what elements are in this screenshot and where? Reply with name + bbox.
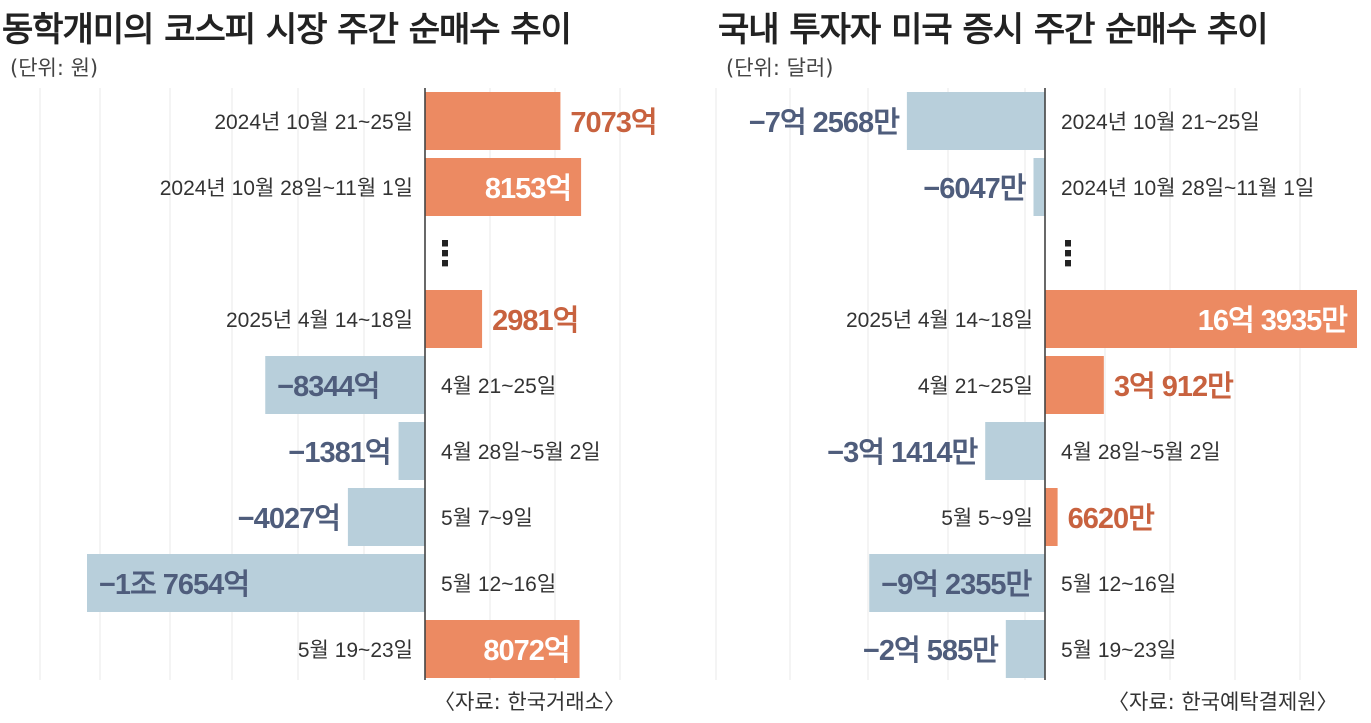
category-label: 4월 21~25일 (441, 375, 556, 398)
category-label: 2025년 4월 14~18일 (846, 309, 1033, 332)
value-label: −8344억 (277, 370, 379, 403)
value-label: −3억 1414만 (827, 436, 978, 469)
category-label: 2024년 10월 21~25일 (214, 111, 413, 134)
bar (425, 620, 580, 678)
category-label: 2024년 10월 21~25일 (1061, 111, 1260, 134)
bar (869, 554, 1045, 612)
category-label: 5월 19~23일 (298, 639, 413, 662)
bar (1033, 158, 1045, 216)
bar (398, 422, 425, 480)
category-label: 5월 19~23일 (1061, 639, 1176, 662)
category-label: 2024년 10월 28일~11월 1일 (160, 177, 413, 200)
value-label: 16억 3935만 (1198, 304, 1349, 337)
bar (425, 92, 561, 150)
chart-kospi-svg: 2024년 10월 21~25일 7073억 2024년 10월 28일~11월 1… (39, 88, 658, 680)
value-label: 2981억 (492, 304, 578, 337)
bar (1045, 488, 1058, 546)
bar (1005, 620, 1045, 678)
category-label: 2025년 4월 14~18일 (226, 309, 413, 332)
bar (425, 290, 483, 348)
source-label: 〈자료: 한국거래소〉 (434, 690, 625, 714)
chart-title: 동학개미의 코스피 시장 주간 순매수 추이 (2, 10, 572, 50)
category-label: 5월 7~9일 (441, 507, 533, 530)
value-label: 8072억 (483, 634, 569, 667)
chart-panel-kospi: 2024년 10월 21~25일 7073억 2024년 10월 28일~11월 1… (2, 10, 658, 714)
category-label: 4월 21~25일 (918, 375, 1033, 398)
gap-marker: ⋮ (428, 234, 462, 274)
value-label: −1381억 (288, 436, 390, 469)
bar (425, 158, 582, 216)
value-label: 6620만 (1068, 502, 1156, 535)
category-label: 4월 28일~5월 2일 (1061, 441, 1221, 464)
bar (87, 554, 425, 612)
source-label: 〈자료: 한국예탁결제원〉 (1108, 690, 1338, 714)
bar (985, 422, 1045, 480)
chart-panel-us-stocks: 2024년 10월 21~25일 −7억 2568만 2024년 10월 28일~1… (690, 0, 1371, 723)
bar (1045, 290, 1357, 348)
value-label: −9억 2355만 (881, 568, 1032, 601)
category-label: 5월 12~16일 (1061, 573, 1176, 596)
value-label: −7억 2568만 (749, 106, 900, 139)
value-label: 3억 912만 (1114, 370, 1234, 403)
unit-label: (단위: 달러) (726, 56, 834, 80)
category-label: 5월 5~9일 (941, 507, 1033, 530)
chart-us-svg: 2024년 10월 21~25일 −7억 2568만 2024년 10월 28일~1… (715, 88, 1357, 680)
bar (906, 92, 1045, 150)
value-label: −4027억 (238, 502, 340, 535)
gap-marker: ⋮ (1051, 234, 1085, 274)
chart-title: 국내 투자자 미국 증시 주간 순매수 추이 (718, 10, 1269, 50)
value-label: 7073억 (570, 106, 656, 139)
bar (1045, 356, 1104, 414)
unit-label: (단위: 원) (10, 56, 99, 80)
category-label: 4월 28일~5월 2일 (441, 441, 601, 464)
category-label: 2024년 10월 28일~11월 1일 (1061, 177, 1314, 200)
value-label: −1조 7654억 (99, 568, 249, 601)
value-label: −2억 585만 (863, 634, 999, 667)
bar (347, 488, 425, 546)
bar (265, 356, 425, 414)
value-label: 8153억 (485, 172, 571, 205)
category-label: 5월 12~16일 (441, 573, 556, 596)
value-label: −6047만 (923, 172, 1026, 205)
